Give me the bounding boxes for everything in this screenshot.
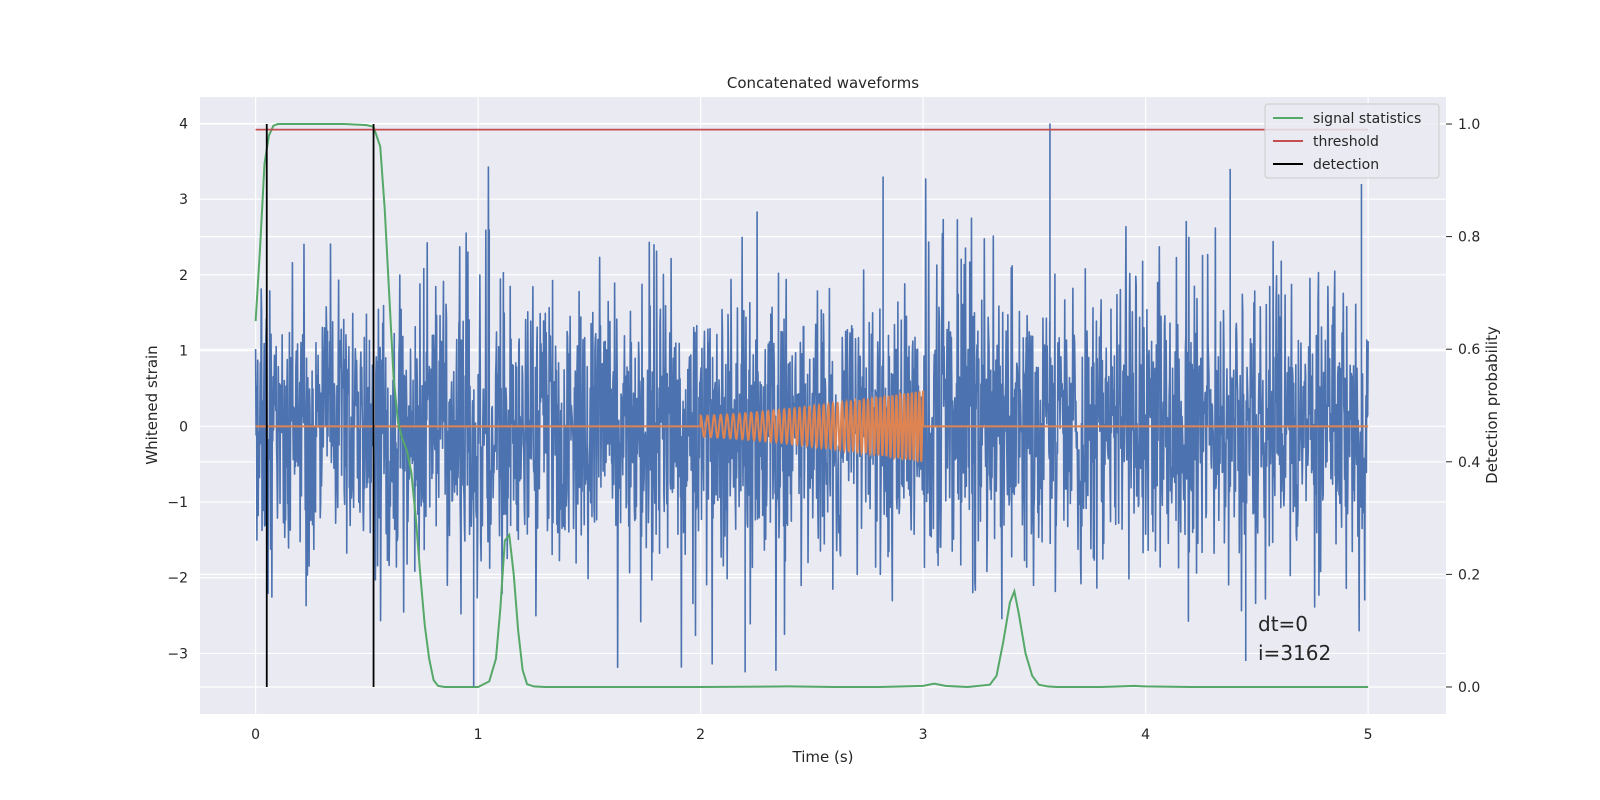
tick-labels: 0 1 2 3 4 5 4 3 2 1 0 −1 −2 −3 1.0 0.8 0.6 0.4 0.2 0.0 (167, 116, 1480, 743)
y-tick-label: −1 (167, 495, 188, 511)
x-tick-label: 1 (474, 727, 483, 743)
y-tick-label: −2 (167, 571, 188, 587)
signal-statistics-series (254, 123, 1369, 688)
annotation-text: i=3162 (1258, 641, 1331, 665)
y-axis-label: Whitened strain (143, 345, 161, 464)
annotation-text: dt=0 (1258, 612, 1308, 636)
x-tick-label: 2 (696, 727, 705, 743)
y-tick-label-right: 0.0 (1458, 680, 1480, 696)
legend-box (1264, 103, 1440, 179)
y-tick-label: 1 (179, 344, 188, 360)
x-tick-label: 4 (1141, 727, 1150, 743)
legend-label: threshold (1313, 134, 1379, 150)
y-tick-label-right: 0.4 (1458, 455, 1480, 471)
y-tick-label-right: 0.2 (1458, 567, 1480, 583)
injected-waveform-series (255, 390, 1369, 464)
annotations: dt=0 i=3162 (1258, 612, 1331, 665)
y-tick-label: −3 (167, 646, 188, 662)
y-tick-label-right: 0.6 (1458, 342, 1480, 358)
x-axis-label: Time (s) (792, 748, 854, 766)
chart-title: Concatenated waveforms (727, 74, 919, 92)
legend-label: signal statistics (1313, 111, 1421, 127)
y-tick-label: 2 (179, 268, 188, 284)
y-axis-label-right: Detection probability (1483, 326, 1501, 484)
y-tick-label: 3 (179, 192, 188, 208)
y-tick-label-right: 1.0 (1458, 117, 1480, 133)
y-tick-label: 4 (179, 116, 188, 132)
y-tick-label: 0 (179, 419, 188, 435)
strain-series (254, 123, 1369, 688)
x-tick-label: 5 (1364, 727, 1373, 743)
x-tick-label: 0 (251, 727, 260, 743)
y-tick-label-right: 0.8 (1458, 230, 1480, 246)
data-series (254, 123, 1369, 688)
legend-label: detection (1313, 157, 1379, 173)
x-tick-label: 3 (919, 727, 928, 743)
legend: signal statistics threshold detection (1264, 103, 1440, 179)
